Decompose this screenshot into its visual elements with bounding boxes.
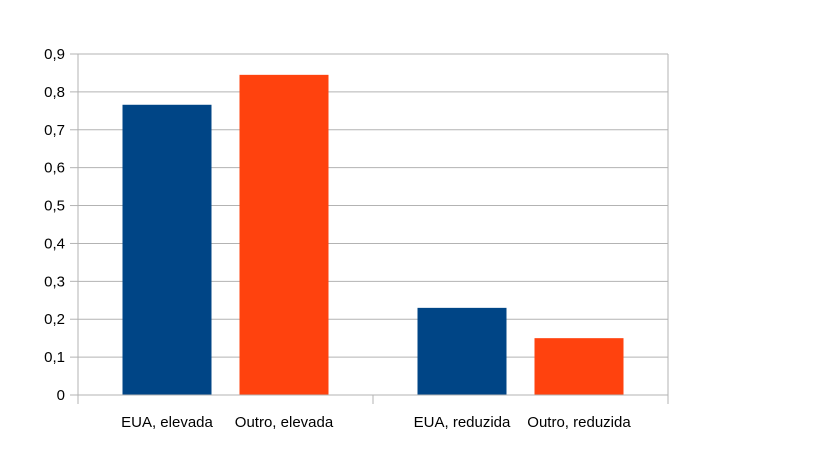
bars [122, 74, 624, 395]
y-tick-label: 0 [57, 387, 65, 404]
y-tick-label: 0,2 [44, 311, 65, 328]
bar [122, 104, 212, 395]
y-tick-label: 0,7 [44, 122, 65, 139]
x-category-label: Outro, reduzida [527, 414, 631, 431]
y-tick-label: 0,5 [44, 198, 65, 215]
y-tick-label: 0,8 [44, 84, 65, 101]
y-tick-label: 0,1 [44, 349, 65, 366]
x-category-label: EUA, elevada [121, 414, 213, 431]
x-axis-category-labels: EUA, elevada Outro, elevada EUA, reduzida O… [121, 414, 631, 431]
y-tick-label: 0,6 [44, 160, 65, 177]
y-tick-label: 0,9 [44, 46, 65, 63]
bar [239, 74, 329, 395]
bar [534, 338, 624, 395]
y-axis-tick-labels: 0 0,1 0,2 0,3 0,4 0,5 0,6 0,7 0,8 0,9 [44, 46, 65, 404]
x-category-label: Outro, elevada [235, 414, 334, 431]
y-tick-label: 0,3 [44, 273, 65, 290]
bar [417, 307, 507, 395]
y-tick-label: 0,4 [44, 235, 65, 252]
x-category-label: EUA, reduzida [414, 414, 511, 431]
axes [70, 53, 669, 404]
